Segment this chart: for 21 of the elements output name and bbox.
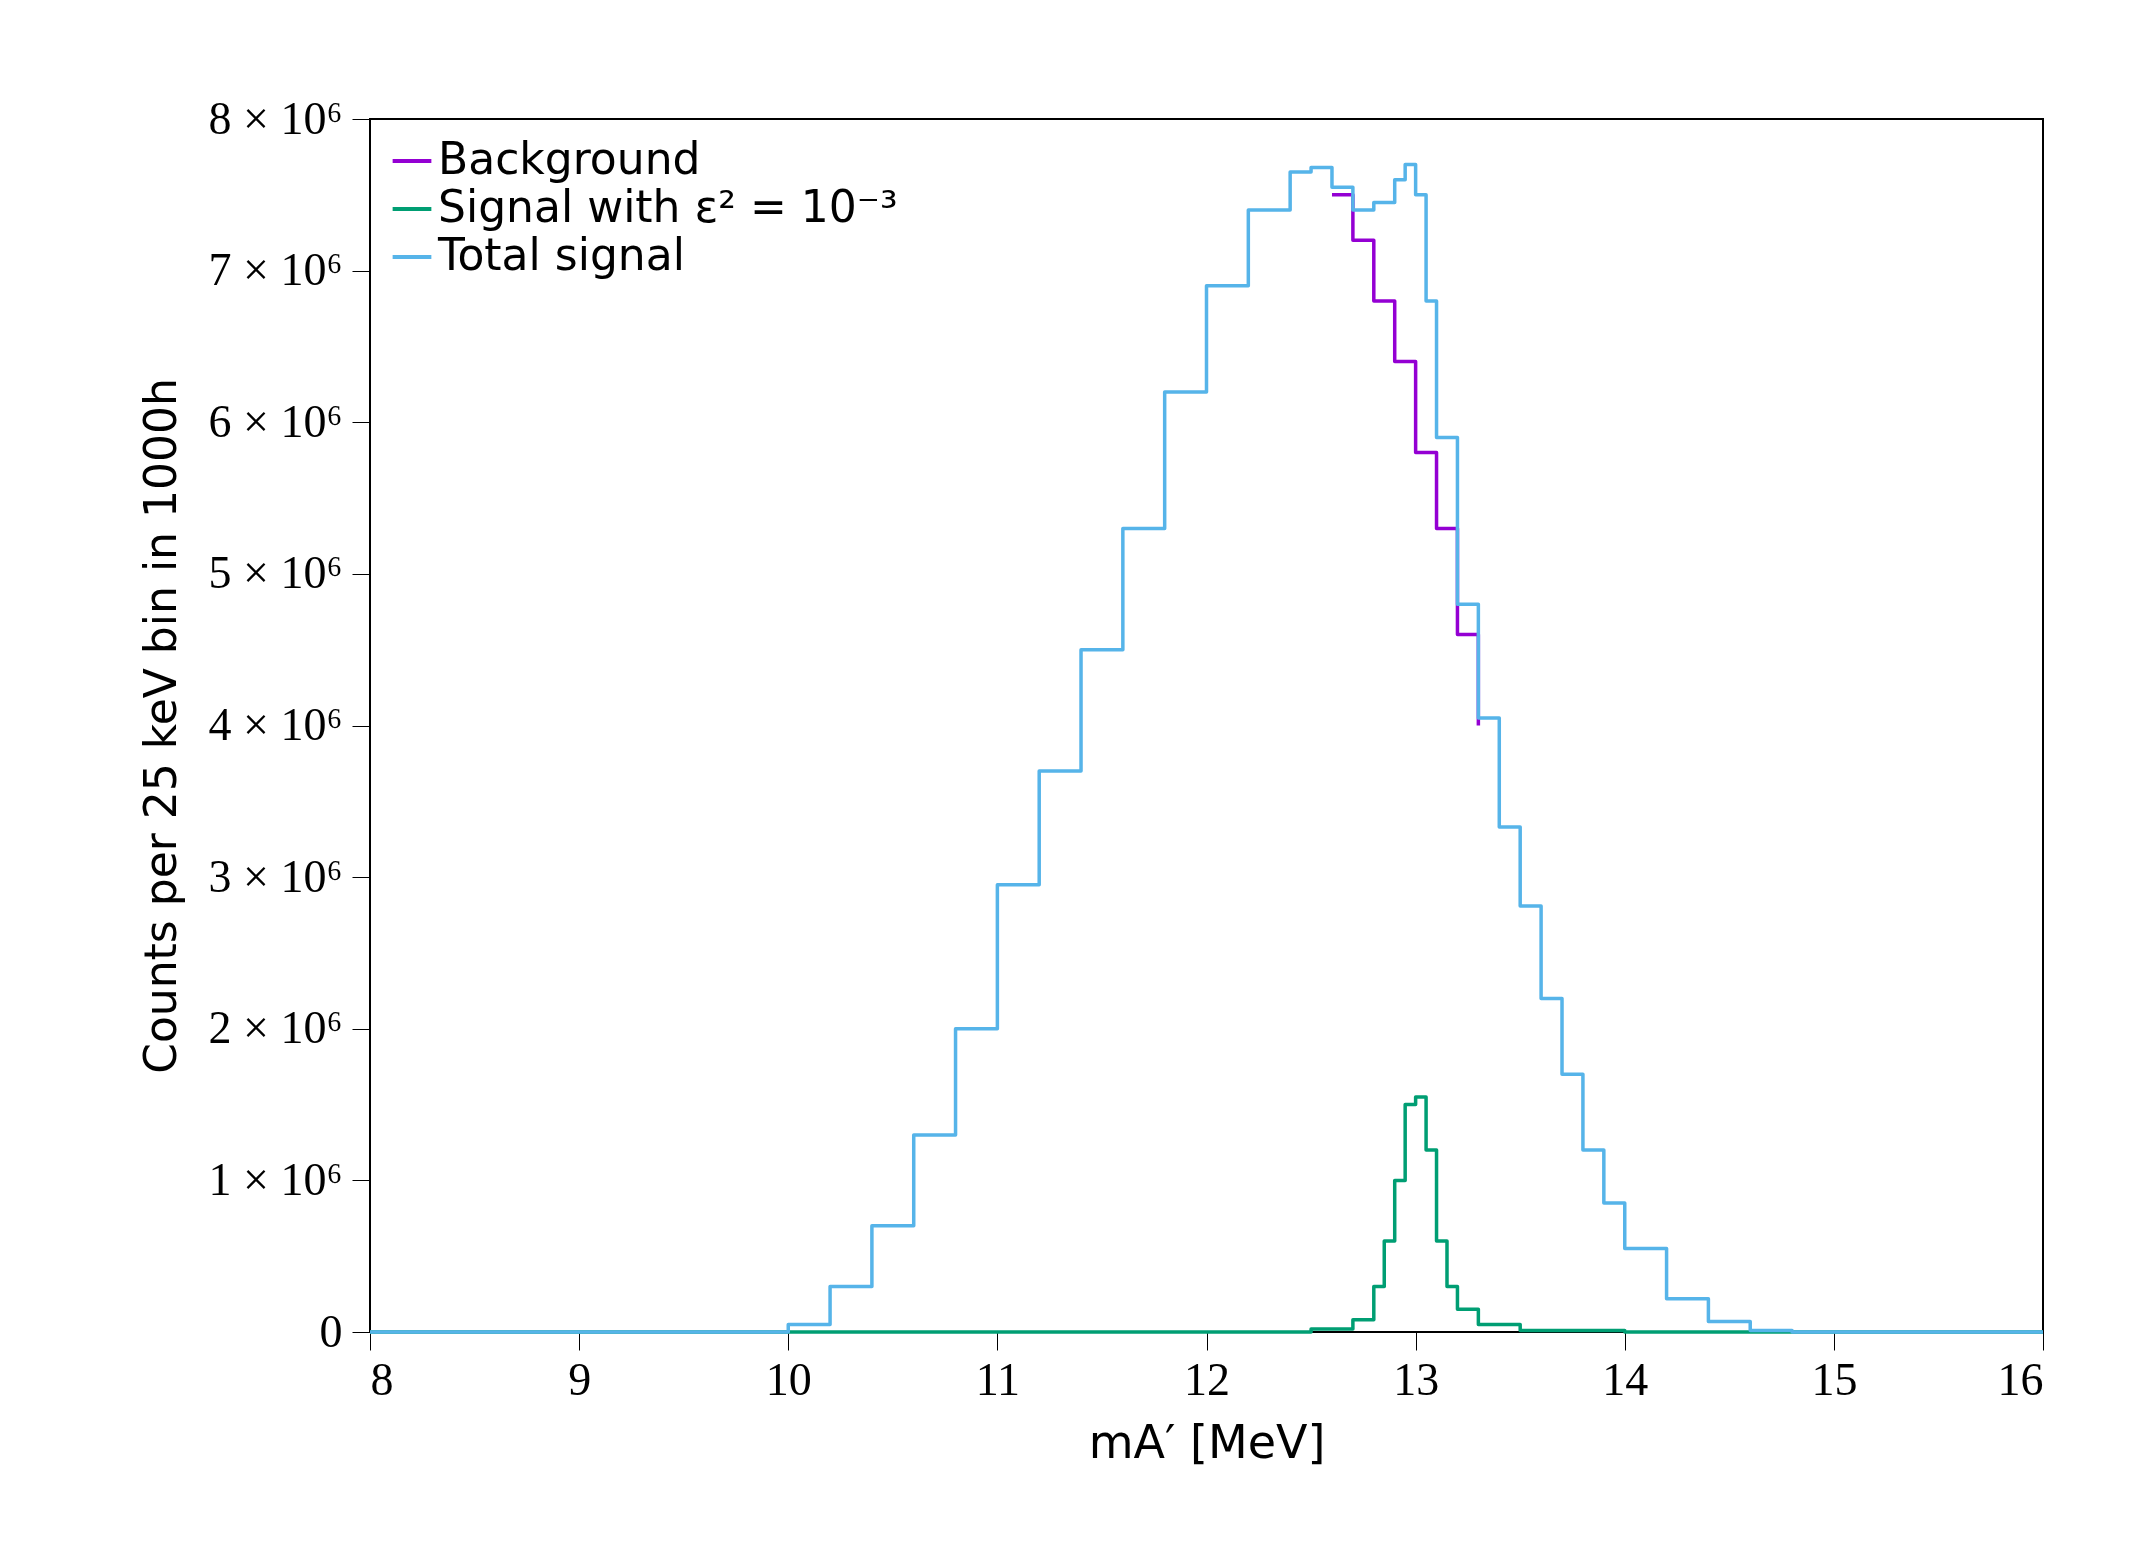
y-tick-label: 3 × 10⁶ (208, 850, 343, 902)
y-tick-label: 7 × 10⁶ (208, 244, 343, 296)
y-tick-label: 1 × 10⁶ (208, 1153, 343, 1205)
y-axis-title: Counts per 25 keV bin in 1000h (134, 378, 186, 1074)
y-tick-label: 4 × 10⁶ (208, 699, 343, 750)
x-tick-label: 15 (1811, 1353, 1858, 1405)
x-tick-label: 14 (1602, 1353, 1649, 1405)
y-tick-label: 2 × 10⁶ (208, 1002, 343, 1054)
x-tick-label: 11 (975, 1353, 1021, 1405)
y-tick-label: 8 × 10⁶ (208, 92, 343, 144)
x-axis-title: mA′ [MeV] (1088, 1414, 1326, 1469)
y-tick-label: 6 × 10⁶ (208, 395, 343, 447)
x-tick-label: 10 (765, 1353, 812, 1405)
x-tick-label: 9 (568, 1353, 592, 1405)
x-tick-label: 8 (370, 1353, 394, 1405)
y-tick-label: 0 (319, 1305, 343, 1357)
x-tick-label: 16 (1997, 1353, 2044, 1405)
legend-label: Background (438, 133, 701, 184)
x-tick-label: 13 (1393, 1353, 1440, 1405)
y-tick-label: 5 × 10⁶ (208, 547, 343, 599)
x-tick-label: 12 (1184, 1353, 1230, 1405)
